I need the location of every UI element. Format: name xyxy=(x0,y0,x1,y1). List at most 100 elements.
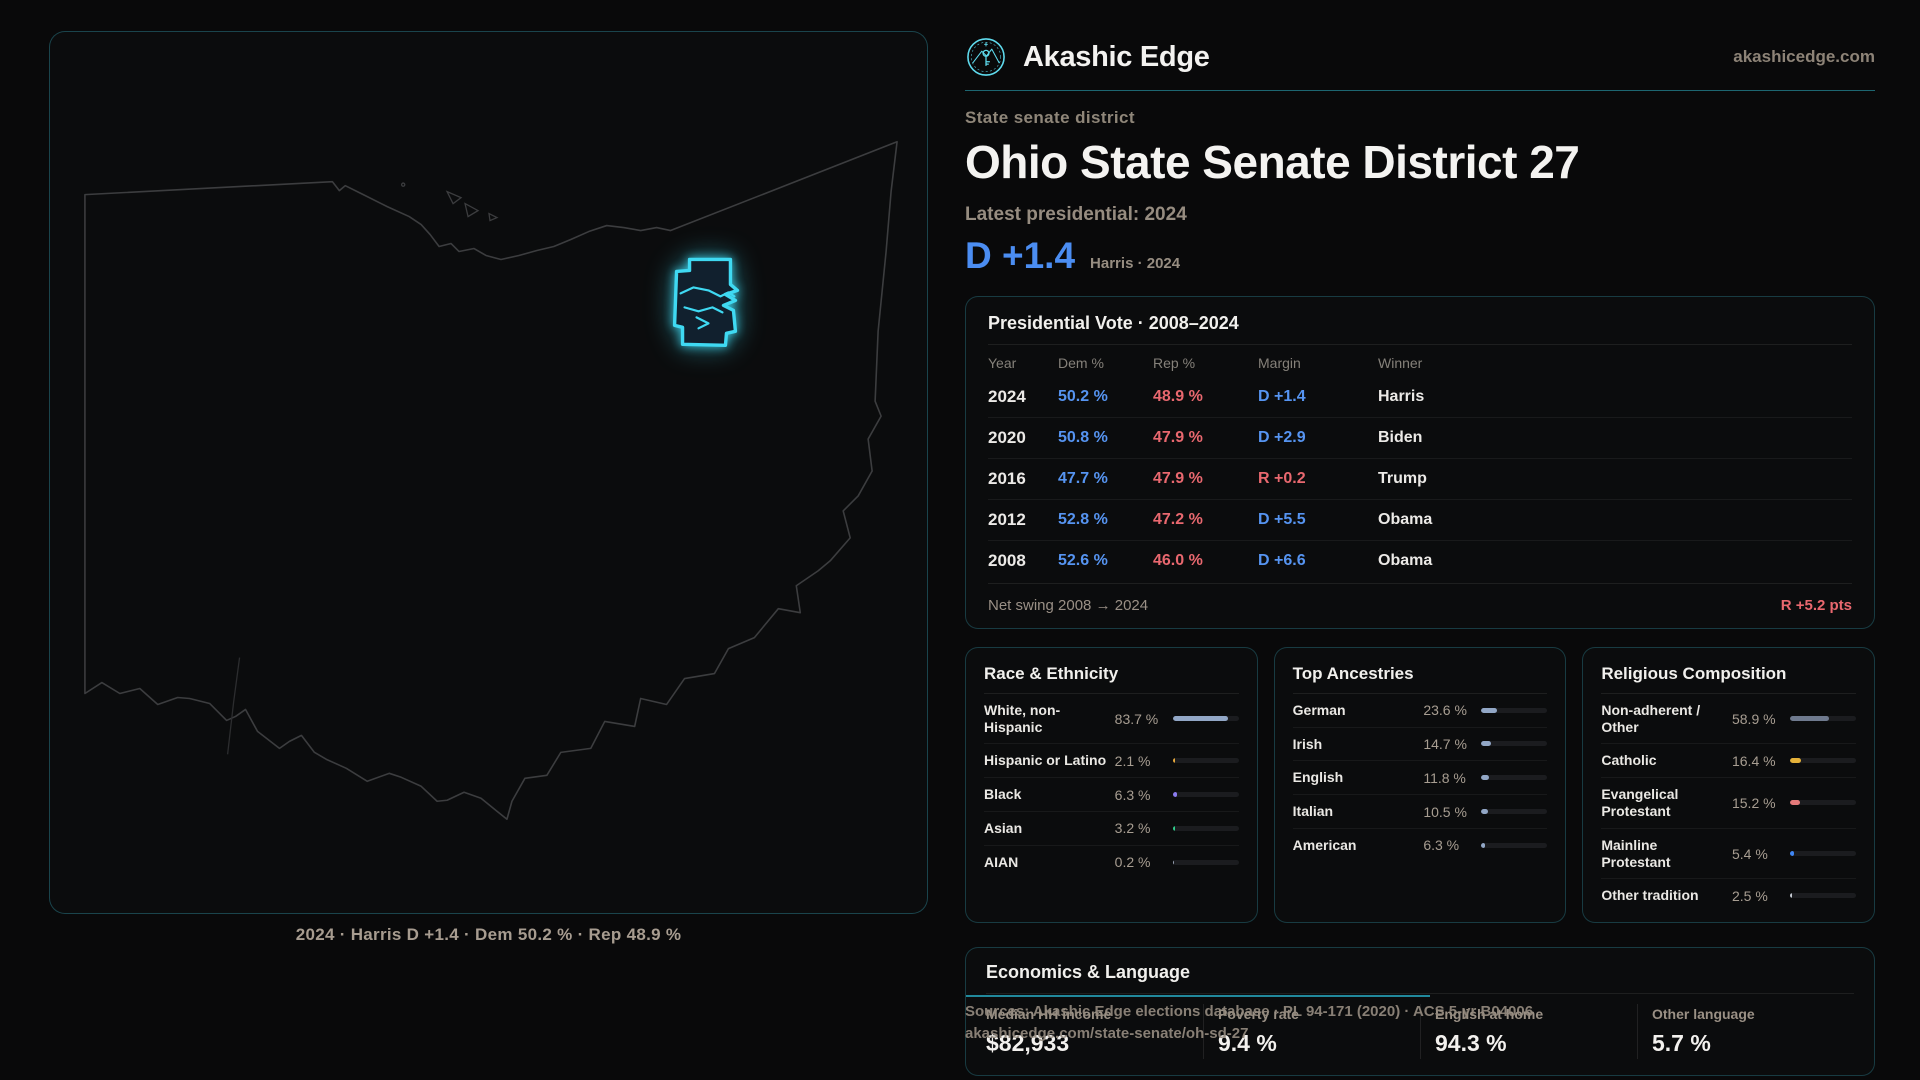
stat-value: 83.7 % xyxy=(1114,710,1159,727)
stat-label: Non-adherent / Other xyxy=(1601,701,1701,735)
dem-pct-cell: 50.8 % xyxy=(1058,428,1108,446)
stat-value: 2.5 % xyxy=(1731,887,1768,904)
stat-bar-fill xyxy=(1789,758,1801,764)
stat-bar-fill xyxy=(1172,716,1228,722)
stat-bar-fill xyxy=(1789,893,1792,899)
list-item: Non-adherent / Other 58.9 % xyxy=(1601,694,1856,745)
stat-value: 16.4 % xyxy=(1731,752,1776,769)
stat-bar-fill xyxy=(1789,716,1829,722)
stat-label: Other language xyxy=(1652,1006,1755,1023)
stat-value: 94.3 % xyxy=(1435,1030,1507,1057)
stat-value: 15.2 % xyxy=(1731,794,1776,811)
stat-label: Italian xyxy=(1292,803,1334,820)
card-title: Top Ancestries xyxy=(1292,664,1548,694)
stat-bar-track xyxy=(1481,775,1548,781)
presidential-vote-card: Presidential Vote · 2008–2024 Year Dem % R… xyxy=(965,295,1875,629)
district-type-label: State senate district xyxy=(965,108,1135,127)
stat-bar-track xyxy=(1172,716,1239,722)
lean-badge: D +1.4 xyxy=(965,234,1076,276)
stat-value: 9.4 % xyxy=(1218,1030,1277,1057)
demographics-grid: Race & Ethnicity White, non-Hispanic 83.7… xyxy=(965,646,1875,924)
column-header: Rep % xyxy=(1153,354,1196,371)
list-item: AIAN 0.2 % xyxy=(984,846,1239,879)
top-ancestries-card: Top Ancestries German 23.6 % Irish 14.7 % En… xyxy=(1273,646,1567,924)
stat-bar-track xyxy=(1172,792,1239,798)
stat-bar-track xyxy=(1172,825,1239,831)
stat-bar-track xyxy=(1481,741,1548,747)
margin-cell: R +0.2 xyxy=(1258,469,1306,487)
winner-cell: Harris xyxy=(1378,387,1425,405)
stat-bar-track xyxy=(1789,758,1856,764)
table-row: 2012 52.8 % 47.2 % D +5.5 Obama xyxy=(988,498,1852,540)
brand: Akashic Edge xyxy=(965,36,1210,78)
interior-boundary-line xyxy=(226,657,241,755)
list-item: Catholic 16.4 % xyxy=(1601,744,1856,779)
table-body: 2024 50.2 % 48.9 % D +1.4 Harris 2020 50.8 % 47… xyxy=(988,377,1852,581)
stat-label: American xyxy=(1292,836,1357,853)
stat-value: 3.2 % xyxy=(1114,820,1151,837)
card-title: Economics & Language xyxy=(986,962,1854,995)
list-item: English 11.8 % xyxy=(1292,761,1548,796)
stat-label: English at home xyxy=(1435,1006,1544,1023)
column-header: Dem % xyxy=(1058,354,1104,371)
stat-bar-fill xyxy=(1789,800,1801,806)
stat-value: 14.7 % xyxy=(1423,735,1467,752)
margin-cell: D +5.5 xyxy=(1258,510,1306,528)
net-swing-row: Net swing 2008 → 2024 R +5.2 pts xyxy=(988,582,1852,614)
site-link[interactable]: akashicedge.com xyxy=(1733,47,1875,66)
stat-bar-fill xyxy=(1172,758,1175,764)
stat-bar-fill xyxy=(1481,842,1486,848)
margin-cell: D +6.6 xyxy=(1258,551,1306,569)
stat-bar-fill xyxy=(1172,792,1177,798)
stat-bar-track xyxy=(1172,859,1239,865)
list-item: American 6.3 % xyxy=(1293,829,1548,862)
stat-value: 2.1 % xyxy=(1114,752,1151,769)
stat-value: 6.3 % xyxy=(1114,786,1151,803)
stat-bar-fill xyxy=(1481,707,1497,713)
stat-label: German xyxy=(1292,701,1346,718)
stat-value: 5.7 % xyxy=(1652,1030,1711,1057)
year-cell: 2012 xyxy=(988,509,1026,529)
winner-cell: Obama xyxy=(1378,551,1433,569)
table-row: 2020 50.8 % 47.9 % D +2.9 Biden xyxy=(988,416,1852,458)
stat-bar-fill xyxy=(1172,825,1175,831)
stat-value: 10.5 % xyxy=(1423,803,1467,820)
stat-bar-fill xyxy=(1481,809,1489,815)
rep-pct-cell: 48.9 % xyxy=(1153,387,1203,405)
stat-label: Other tradition xyxy=(1601,887,1699,904)
stat-label: Irish xyxy=(1292,735,1323,752)
rep-pct-cell: 47.2 % xyxy=(1153,510,1203,528)
stat-label: Hispanic or Latino xyxy=(984,752,1107,769)
teal-accent-line xyxy=(966,995,1430,998)
stat-value: 23.6 % xyxy=(1423,702,1467,719)
stat-label: Asian xyxy=(984,819,1023,836)
stat-value: 11.8 % xyxy=(1423,769,1466,786)
list-item: German 23.6 % xyxy=(1292,694,1548,728)
stat-bar-track xyxy=(1481,707,1548,713)
winner-cell: Trump xyxy=(1378,469,1427,487)
dem-pct-cell: 47.7 % xyxy=(1058,469,1108,487)
ohio-map xyxy=(84,140,898,821)
stat-block: Other language 5.7 % xyxy=(1637,1004,1854,1060)
stat-block: Median HH income $82,933 xyxy=(986,1004,1203,1059)
race-ethnicity-card: Race & Ethnicity White, non-Hispanic 83.7… xyxy=(965,646,1258,924)
net-swing-value: R +5.2 pts xyxy=(1780,596,1852,614)
stat-list: German 23.6 % Irish 14.7 % English 11.8 % Ital… xyxy=(1292,694,1548,862)
stat-label: White, non-Hispanic xyxy=(984,701,1061,735)
stat-label: Catholic xyxy=(1601,752,1657,769)
table-row: 2016 47.7 % 47.9 % R +0.2 Trump xyxy=(988,457,1852,499)
list-item: Asian 3.2 % xyxy=(984,812,1239,846)
district-27-shape[interactable] xyxy=(672,257,740,347)
stat-value: 0.2 % xyxy=(1114,854,1151,871)
year-cell: 2024 xyxy=(988,386,1026,406)
religious-composition-card: Religious Composition Non-adherent / Oth… xyxy=(1582,646,1875,924)
column-header: Margin xyxy=(1258,354,1301,371)
lake-islands xyxy=(400,182,499,222)
stat-bar-fill xyxy=(1481,741,1492,747)
stat-bar-track xyxy=(1789,893,1856,899)
stat-list: Non-adherent / Other 58.9 % Catholic 16.4 %… xyxy=(1601,694,1856,912)
winner-cell: Obama xyxy=(1378,510,1433,528)
table-header-row: Year Dem % Rep % Margin Winner xyxy=(988,345,1852,377)
list-item: Black 6.3 % xyxy=(984,778,1239,812)
